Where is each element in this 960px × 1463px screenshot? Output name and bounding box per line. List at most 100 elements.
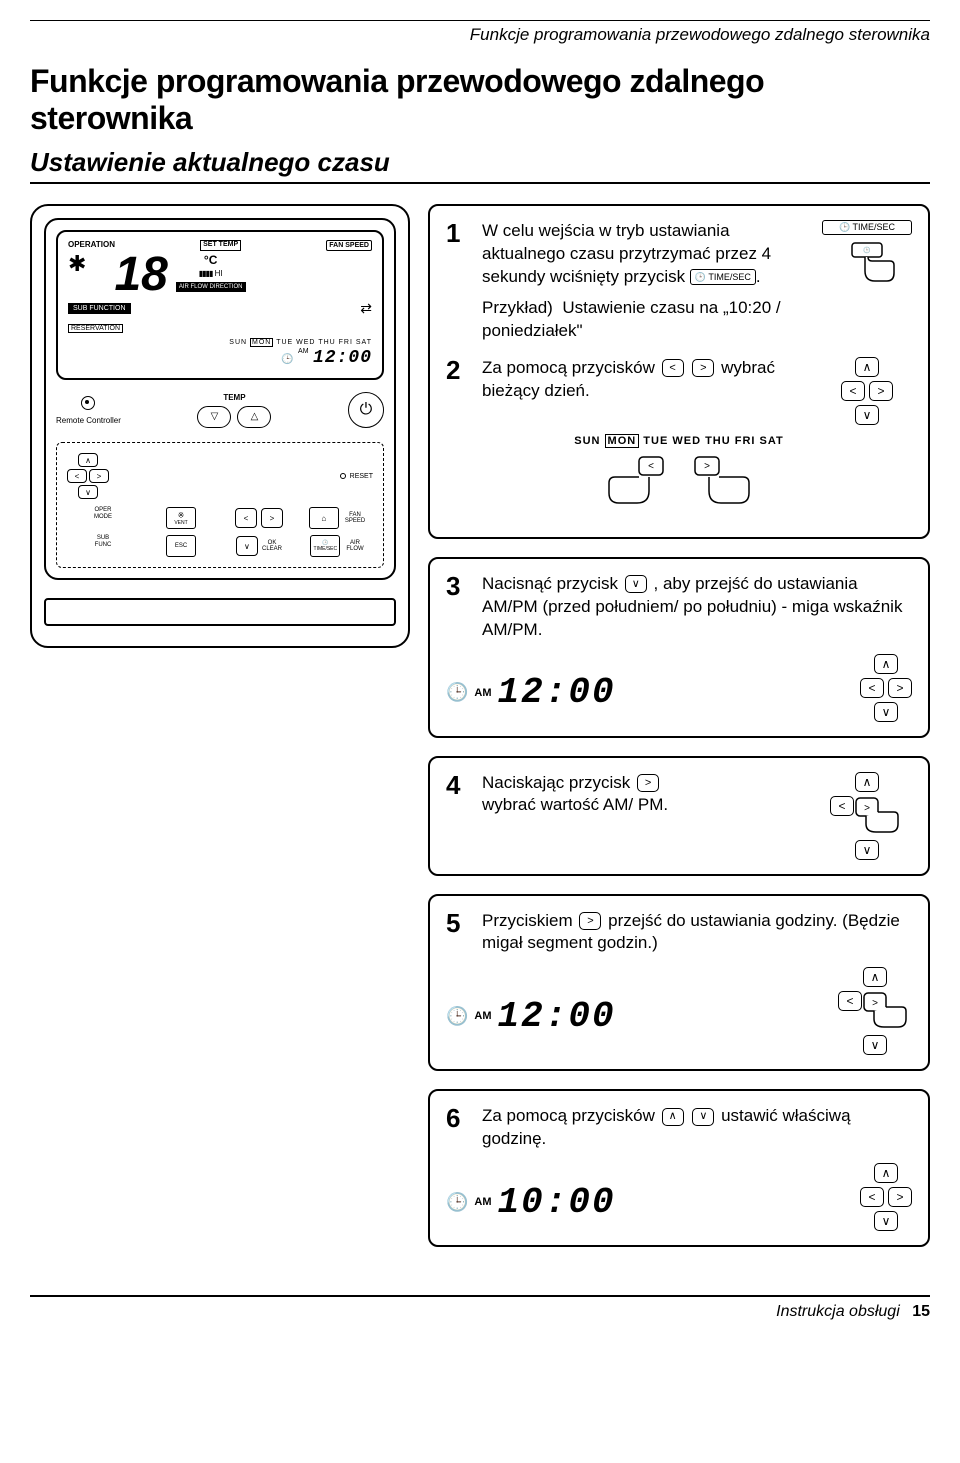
lcd-fanspeed-label: FAN SPEED xyxy=(326,240,372,251)
device-base-bar xyxy=(44,598,396,626)
reset-control[interactable]: RESET xyxy=(340,473,373,480)
snowflake-icon: ✱ xyxy=(68,253,86,275)
step-6-text: Za pomocą przycisków ∧ ∨ ustawić właściw… xyxy=(482,1105,912,1151)
hand-press-right-icon: > xyxy=(854,796,904,836)
dpad-left-icon: < xyxy=(838,991,862,1011)
step-1-number: 1 xyxy=(446,220,468,246)
step-2-number: 2 xyxy=(446,357,468,383)
step-5-time: 12:00 xyxy=(498,996,616,1037)
down-button[interactable]: ∨ xyxy=(236,536,258,556)
step-3-number: 3 xyxy=(446,573,468,599)
home-button[interactable]: ⌂ xyxy=(309,507,339,529)
lcd-afd-label: AIR FLOW DIRECTION xyxy=(176,282,246,292)
svg-text:>: > xyxy=(864,803,870,814)
dpad-right-icon: > xyxy=(888,678,912,698)
step-5-text: Przyciskiem > przejść do ustawiania godz… xyxy=(482,910,912,956)
lcd-clock-row: 🕒 AM 12:00 xyxy=(68,348,372,368)
controls-row-1: Remote Controller TEMP ▽ △ ⏻ xyxy=(56,392,384,428)
steps-column: 1 W celu wejścia w tryb ustawiania aktua… xyxy=(428,204,930,1265)
dpad-down-icon: ∨ xyxy=(855,405,879,425)
step-3-clock-display: 🕒 AM 12:00 xyxy=(446,672,616,713)
temp-up-button[interactable]: △ xyxy=(237,406,271,428)
step-6-dpad-illus: ∧ < > ∨ xyxy=(860,1163,912,1231)
airflow-glyph-icon: ⇄ xyxy=(360,300,372,317)
dpad-up-icon: ∧ xyxy=(855,772,879,792)
hand-press-icon: 🕒 xyxy=(832,241,902,291)
dpad-up-icon: ∧ xyxy=(855,357,879,377)
device-inner: OPERATION SET TEMP FAN SPEED ✱ 18 °C ▮▮▮… xyxy=(44,218,396,580)
dpad-right-icon: > xyxy=(888,1187,912,1207)
button-grid: OPER MODE ※VENT < > ⌂ FAN SPEED SUB FUNC xyxy=(67,507,373,557)
step-1-2-box: 1 W celu wejścia w tryb ustawiania aktua… xyxy=(428,204,930,539)
down-arrow-icon: ∨ xyxy=(692,1108,714,1126)
page-number: 15 xyxy=(912,1303,930,1320)
clock-icon: 🕒 xyxy=(446,1192,468,1213)
right-arrow-icon: > xyxy=(579,912,601,930)
dpad-down-button[interactable]: ∨ xyxy=(78,485,98,499)
right-button[interactable]: > xyxy=(261,508,283,528)
lcd-temp-value: 18 xyxy=(114,253,167,296)
dpad-down-icon: ∨ xyxy=(855,840,879,860)
up-arrow-icon: ∧ xyxy=(662,1108,684,1126)
right-arrow-icon: > xyxy=(692,359,714,377)
fan-speed-label: FAN SPEED xyxy=(345,512,365,525)
air-flow-label: AIR FLOW xyxy=(346,540,363,553)
step-4-text: Naciskając przycisk > wybrać wartość AM/… xyxy=(482,772,808,818)
step-5-number: 5 xyxy=(446,910,468,936)
step-3-ampm: AM xyxy=(474,687,491,699)
dpad-down-icon: ∨ xyxy=(874,702,898,722)
lcd-day-row: SUN MON TUE WED THU FRI SAT xyxy=(68,339,372,346)
step-1-text: W celu wejścia w tryb ustawiania aktualn… xyxy=(482,220,808,343)
status-led-icon xyxy=(81,396,95,410)
manual-page: Funkcje programowania przewodowego zdaln… xyxy=(0,0,960,1341)
step-6-number: 6 xyxy=(446,1105,468,1131)
content-row: OPERATION SET TEMP FAN SPEED ✱ 18 °C ▮▮▮… xyxy=(30,204,930,1265)
step-4-illus: ∧ < > ∨ xyxy=(822,772,912,860)
device-column: OPERATION SET TEMP FAN SPEED ✱ 18 °C ▮▮▮… xyxy=(30,204,410,648)
lcd-hi: HI xyxy=(215,269,223,278)
lcd-operation-label: OPERATION xyxy=(68,240,115,251)
lcd-time: 12:00 xyxy=(313,348,372,368)
lcd-settemp-label: SET TEMP xyxy=(200,240,241,251)
lcd-deg-c: °C xyxy=(204,253,217,267)
ok-clear-label: OK CLEAR xyxy=(262,540,282,553)
clock-icon: 🕒 xyxy=(281,354,293,365)
fan-bars-icon: ▮▮▮▮ xyxy=(199,269,213,278)
lcd-ampm: AM xyxy=(298,348,309,355)
dpad-right-button[interactable]: > xyxy=(89,469,109,483)
footer: Instrukcja obsługi 15 xyxy=(30,1303,930,1321)
dpad-left-button[interactable]: < xyxy=(67,469,87,483)
device-frame: OPERATION SET TEMP FAN SPEED ✱ 18 °C ▮▮▮… xyxy=(30,204,410,648)
svg-text:>: > xyxy=(872,998,878,1009)
vent-button[interactable]: ※VENT xyxy=(166,507,196,529)
step-6-box: 6 Za pomocą przycisków ∧ ∨ ustawić właśc… xyxy=(428,1089,930,1247)
oper-mode-label: OPER MODE xyxy=(67,507,139,520)
power-button[interactable]: ⏻ xyxy=(348,392,384,428)
step-6-ampm: AM xyxy=(474,1196,491,1208)
dpad-up-icon: ∧ xyxy=(863,967,887,987)
header-rule xyxy=(30,20,930,21)
temp-label: TEMP xyxy=(197,393,271,402)
step-3-time: 12:00 xyxy=(498,672,616,713)
two-hands-illustration-icon: < > xyxy=(569,453,789,523)
dpad-right-icon: > xyxy=(869,381,893,401)
down-arrow-icon: ∨ xyxy=(625,575,647,593)
timesec-inline-icon: 🕒 TIME/SEC xyxy=(690,269,756,285)
step-5-dpad-illus: ∧ < > ∨ xyxy=(838,967,912,1055)
lcd-reservation-label: RESERVATION xyxy=(68,324,123,333)
step-4-box: 4 Naciskając przycisk > wybrać wartość A… xyxy=(428,756,930,876)
subtitle: Ustawienie aktualnego czasu xyxy=(30,147,930,184)
step-2-text: Za pomocą przycisków < > wybrać bieżący … xyxy=(482,357,808,403)
hand-press-right-icon: > xyxy=(862,991,912,1031)
step-1-illustration: 🕒 TIME/SEC 🕒 xyxy=(822,220,912,291)
timesec-button[interactable]: 🕒TIME/SEC xyxy=(310,535,340,557)
clock-icon: 🕒 xyxy=(446,682,468,703)
esc-button[interactable]: ESC xyxy=(166,535,196,557)
running-header: Funkcje programowania przewodowego zdaln… xyxy=(30,25,930,45)
example-label: Przykład) xyxy=(482,298,553,317)
step-5-box: 5 Przyciskiem > przejść do ustawiania go… xyxy=(428,894,930,1072)
dpad-up-button[interactable]: ∧ xyxy=(78,453,98,467)
left-button[interactable]: < xyxy=(235,508,257,528)
advanced-controls-panel: ∧ < > ∨ RESET xyxy=(56,442,384,568)
temp-down-button[interactable]: ▽ xyxy=(197,406,231,428)
